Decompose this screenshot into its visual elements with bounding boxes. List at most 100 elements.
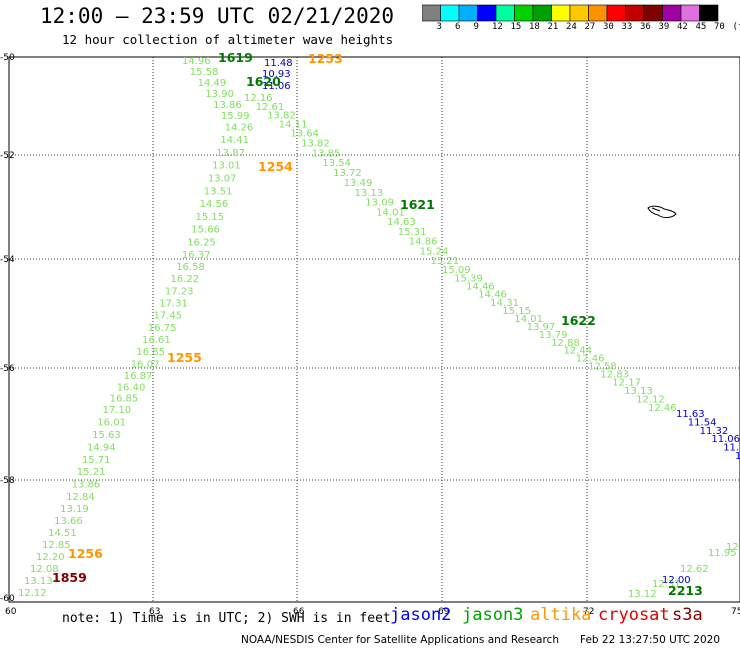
longitude-tick-label: 60 bbox=[5, 607, 17, 617]
wave-height-value: 12.58 bbox=[588, 361, 617, 372]
wave-height-value: 16.25 bbox=[187, 237, 216, 248]
wave-height-value: 13.85 bbox=[312, 148, 341, 159]
wave-height-value: 16.07 bbox=[131, 359, 160, 370]
wave-height-value: 13.87 bbox=[216, 148, 245, 159]
wave-height-value: 13.82 bbox=[301, 138, 330, 149]
colorbar-tick-label: 21 bbox=[547, 22, 559, 32]
wave-height-value: 13.13 bbox=[355, 188, 384, 199]
longitude-tick-label: 72 bbox=[583, 607, 594, 617]
longitude-tick-label: 75 bbox=[731, 607, 740, 617]
wave-height-value: 12.46 bbox=[576, 354, 605, 365]
wave-height-value: 10.8 bbox=[735, 451, 740, 462]
pass-time-label: 1254 bbox=[258, 159, 293, 174]
credit-line: NOAA/NESDIS Center for Satellite Applica… bbox=[241, 634, 559, 646]
wave-height-value: 16.85 bbox=[136, 347, 165, 358]
wave-height-value: 16.75 bbox=[148, 323, 177, 334]
colorbar-tick-label: 39 bbox=[658, 22, 670, 32]
latitude-tick-label: -60 bbox=[0, 594, 15, 604]
legend-entry-jason2: jason2 bbox=[390, 605, 452, 625]
wave-height-value: 11.06 bbox=[711, 434, 740, 445]
wave-height-colorbar bbox=[422, 4, 719, 22]
wave-height-value: 15.71 bbox=[82, 455, 111, 466]
colorbar-tick-label: 18 bbox=[529, 22, 540, 32]
colorbar-tick-label: 33 bbox=[621, 22, 633, 32]
wave-height-value: 15.24 bbox=[420, 246, 449, 257]
colorbar-tick-label: 27 bbox=[584, 22, 596, 32]
map-frame bbox=[8, 56, 740, 603]
wave-height-value: 13.01 bbox=[212, 161, 241, 172]
wave-height-value: 11.32 bbox=[700, 426, 729, 437]
wave-height-value: 16.58 bbox=[176, 262, 205, 273]
wave-height-value: 11.06 bbox=[262, 81, 291, 92]
wave-height-value: 14.46 bbox=[466, 281, 495, 292]
wave-height-value: 14.01 bbox=[376, 208, 405, 219]
latitude-tick-label: -50 bbox=[0, 53, 15, 63]
wave-height-value: 14.11 bbox=[279, 120, 308, 131]
pass-time-label: 1621 bbox=[400, 197, 435, 212]
colorbar-tick-label: 15 bbox=[510, 22, 522, 32]
wave-height-value: 12.62 bbox=[680, 564, 709, 575]
colorbar-tick-label: 70 bbox=[714, 22, 725, 32]
axis-tick-labels: 60 63 66 69 72 75 -50 -52 -54 -56 -58 -60 bbox=[0, 53, 740, 617]
wave-height-value: 13.12 bbox=[628, 589, 657, 600]
wave-height-value: 13.09 bbox=[365, 198, 394, 209]
wave-height-value: 15.63 bbox=[92, 430, 121, 441]
wave-height-value: 15.21 bbox=[431, 256, 460, 267]
wave-height-value: 13.64 bbox=[290, 128, 319, 139]
wave-height-value: 14.46 bbox=[478, 290, 507, 301]
wave-height-value: 13.97 bbox=[527, 322, 556, 333]
wave-height-value: 14.01 bbox=[514, 314, 543, 325]
wave-height-value: 11.48 bbox=[264, 58, 293, 69]
wave-height-value: 13.13 bbox=[24, 576, 53, 587]
wave-height-value: 13.51 bbox=[204, 186, 233, 197]
wave-height-value: 17.31 bbox=[159, 299, 188, 310]
legend-entry-jason3: jason3 bbox=[462, 605, 524, 625]
pass-time-label: 1859 bbox=[52, 570, 87, 585]
pass-time-label: 1256 bbox=[68, 546, 103, 561]
wave-height-value: 15.99 bbox=[221, 111, 250, 122]
wave-height-value: 13.86 bbox=[213, 100, 242, 111]
wave-height-value: 13.79 bbox=[539, 330, 568, 341]
longitude-tick-label: 69 bbox=[438, 607, 450, 617]
latitude-tick-label: -56 bbox=[0, 364, 15, 374]
colorbar-tick-label: 24 bbox=[566, 22, 577, 32]
wave-height-value: 12.83 bbox=[600, 369, 629, 380]
wave-height-value: 14.49 bbox=[198, 78, 227, 89]
colorbar-tick-label: 3 bbox=[436, 22, 442, 32]
wave-height-value: 12.20 bbox=[36, 552, 65, 563]
wave-height-value: 13.49 bbox=[344, 178, 373, 189]
pass-time-labels: 1619 1620 1253 1254 1621 1622 1255 1256 1859 2213 bbox=[52, 50, 703, 598]
generated-timestamp: Feb 22 13:27:50 UTC 2020 bbox=[580, 634, 720, 646]
wave-height-value: 13.72 bbox=[333, 168, 362, 179]
wave-height-value: 14.56 bbox=[200, 199, 229, 210]
wave-height-value: 16.85 bbox=[110, 394, 139, 405]
wave-height-value: 14.86 bbox=[409, 237, 438, 248]
pass-time-label: 1622 bbox=[561, 313, 596, 328]
wave-height-value: 13.13 bbox=[624, 386, 653, 397]
wave-height-value: 14.94 bbox=[87, 442, 116, 453]
wave-height-value: 16.61 bbox=[142, 335, 171, 346]
wave-height-value: 15.21 bbox=[77, 467, 106, 478]
wave-height-value: 13.86 bbox=[72, 480, 101, 491]
wave-height-value: 16.40 bbox=[117, 382, 146, 393]
colorbar-tick-label: 30 bbox=[603, 22, 614, 32]
footnote: note: 1) Time is in UTC; 2) SWH is in fe… bbox=[62, 611, 391, 626]
map-subtitle: 12 hour collection of altimeter wave hei… bbox=[62, 32, 394, 47]
wave-height-value: 12.88 bbox=[551, 338, 580, 349]
wave-height-value: 15.66 bbox=[191, 225, 220, 236]
wave-height-value: 10.93 bbox=[262, 69, 291, 80]
longitude-tick-label: 63 bbox=[149, 607, 160, 617]
wave-height-value: 15.58 bbox=[190, 67, 219, 78]
altimeter-tracks: 14.9615.5814.4913.9013.8615.9914.2614.41… bbox=[18, 56, 740, 600]
wave-height-value: 13.82 bbox=[267, 111, 296, 122]
legend-entry-cryosat: cryosat bbox=[598, 605, 670, 625]
wave-height-value: 15.39 bbox=[454, 273, 483, 284]
wave-height-value: 17.45 bbox=[154, 311, 183, 322]
wave-height-value: 12.12 bbox=[636, 395, 665, 406]
legend-entry-s3a: s3a bbox=[672, 605, 703, 625]
pass-time-label: 1619 bbox=[218, 50, 253, 65]
wave-height-value: 12.84 bbox=[66, 492, 95, 503]
wave-height-value: 12.85 bbox=[42, 540, 71, 551]
wave-height-value: 12.16 bbox=[244, 93, 273, 104]
colorbar-tick-label: 42 bbox=[677, 22, 688, 32]
